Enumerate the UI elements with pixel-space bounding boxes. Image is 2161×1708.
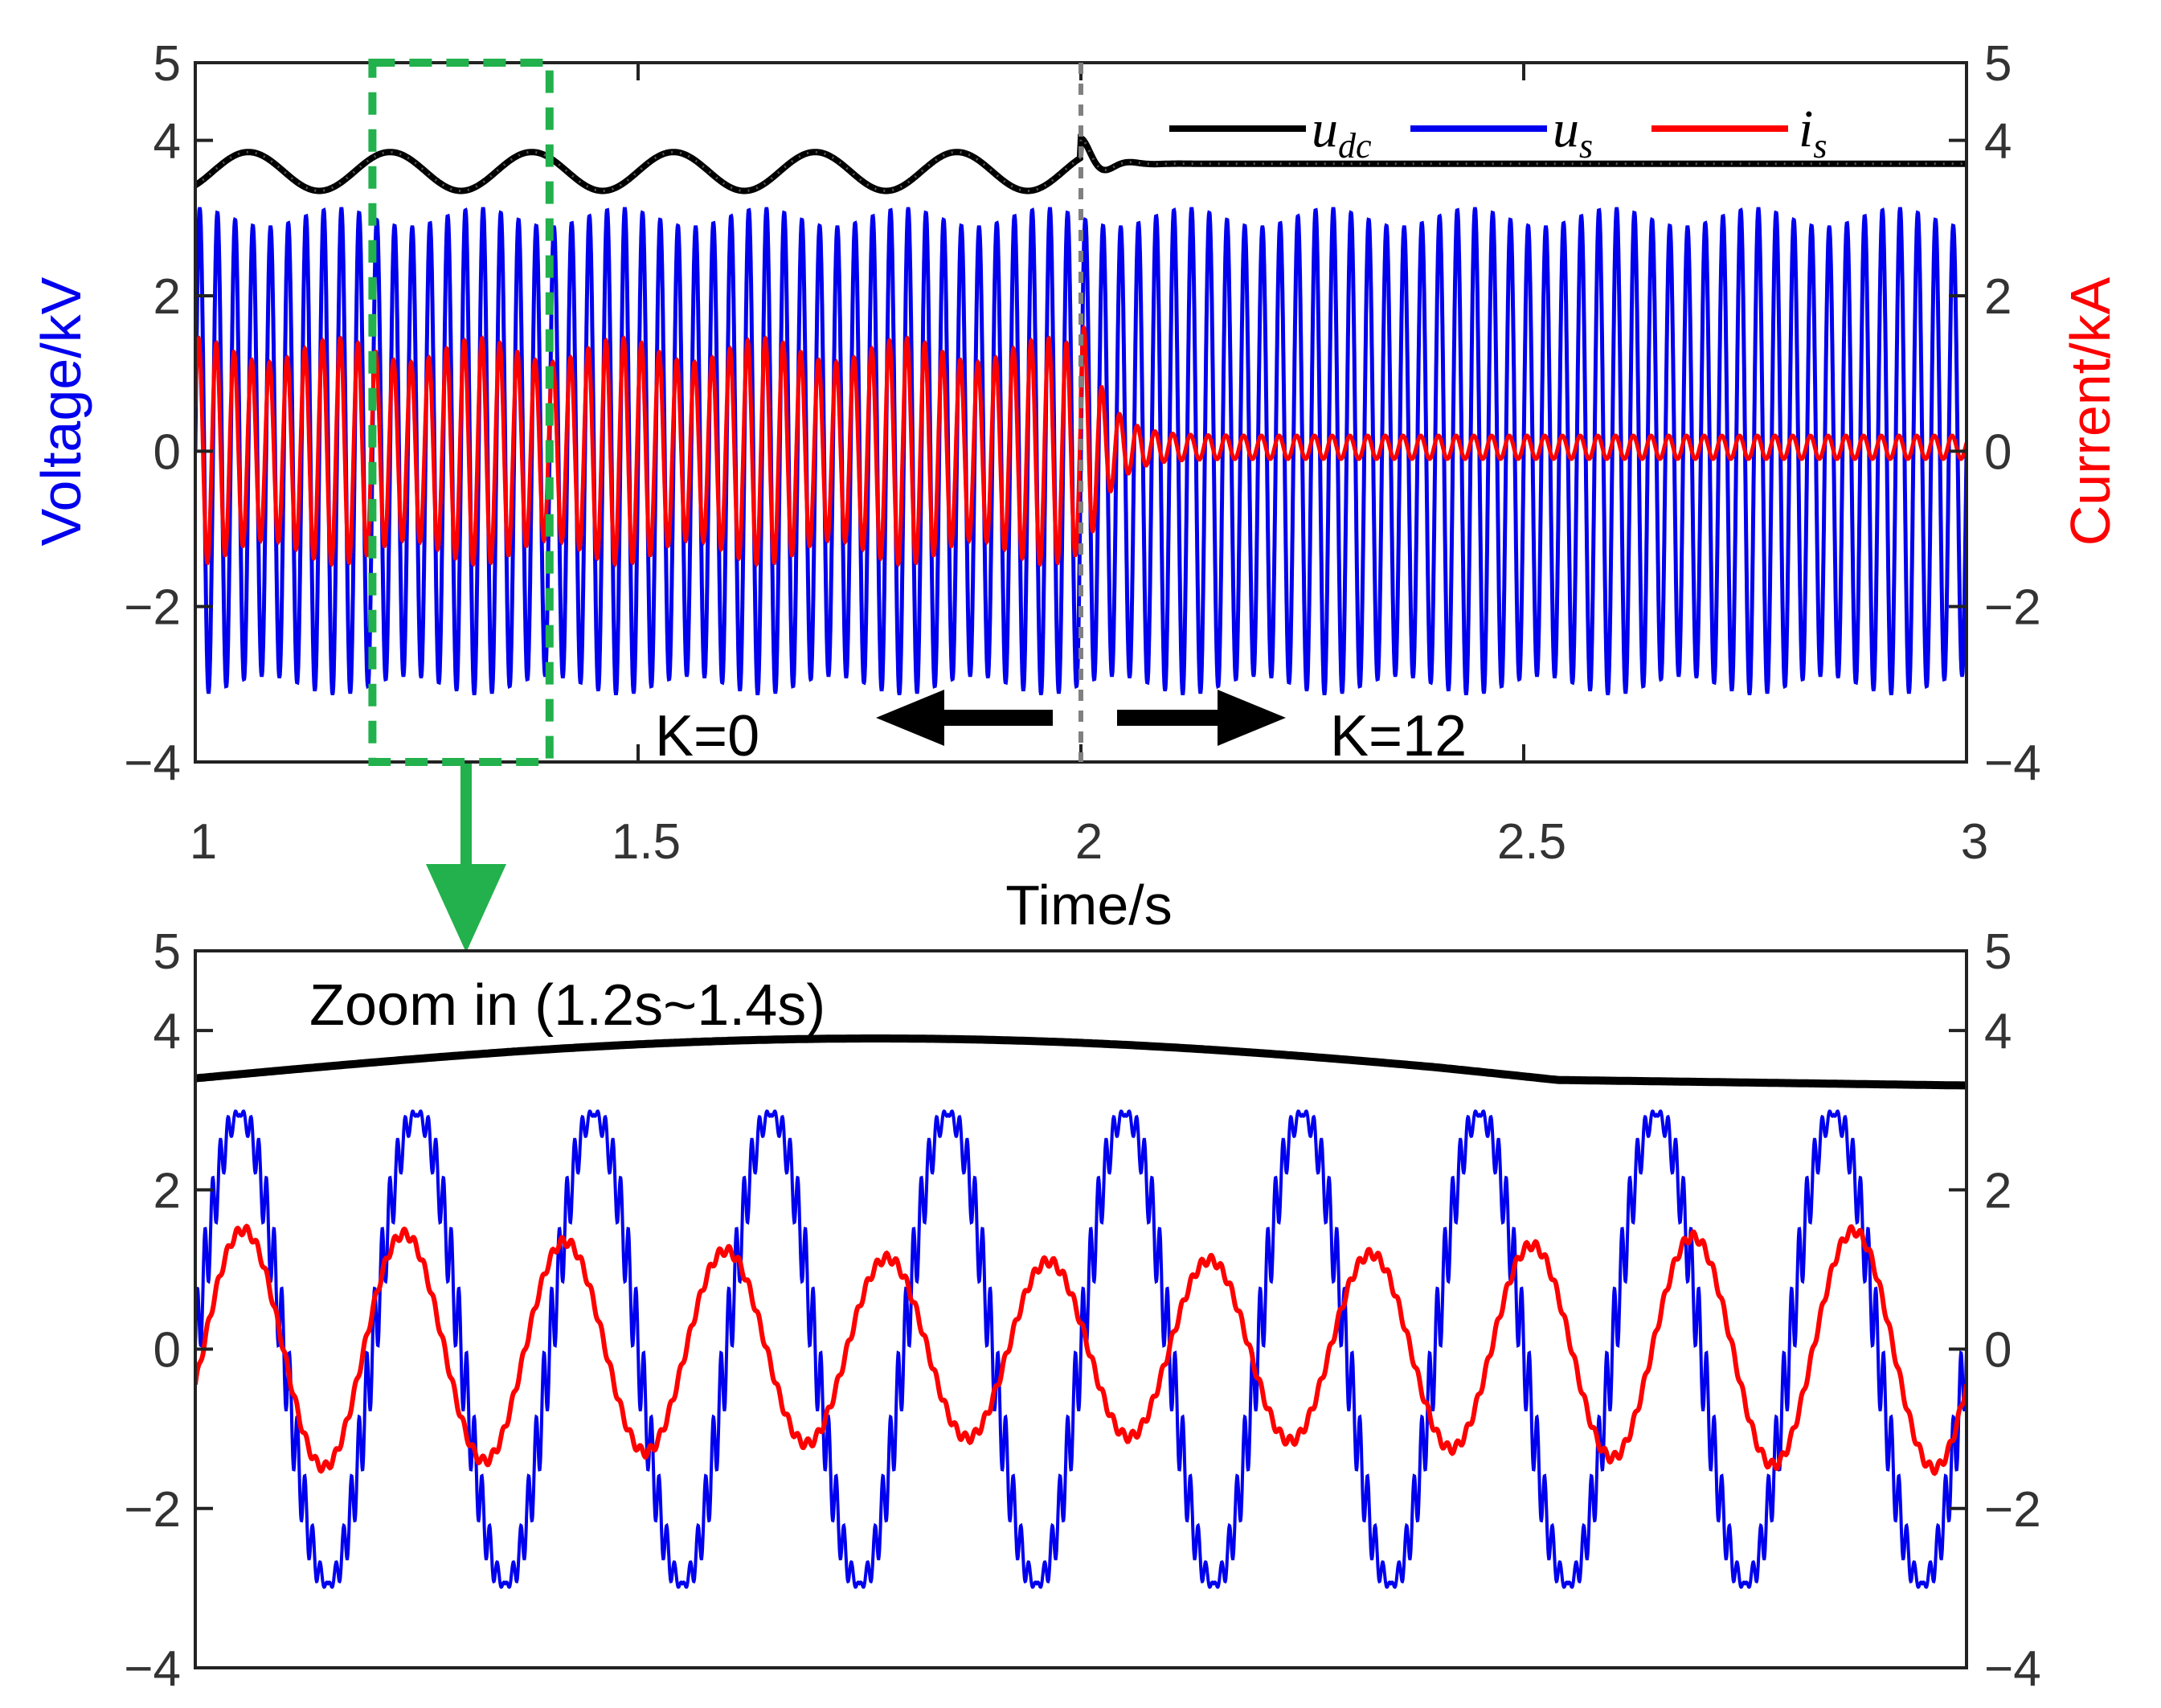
right-arrow bbox=[1117, 690, 1286, 746]
zoom-left-tick-label: 2 bbox=[153, 1163, 181, 1219]
legend: udc us is bbox=[1169, 100, 1827, 166]
top-x-tick-labels: 1 1.5 2 2.5 3 bbox=[190, 814, 1988, 870]
zoom-axes-frame bbox=[194, 949, 1968, 1669]
top-x-tick-label: 3 bbox=[1961, 814, 1988, 870]
zoom-arrow bbox=[426, 764, 506, 952]
zoom-right-tick-label: 4 bbox=[1984, 1004, 2012, 1059]
legend-us-label: us bbox=[1553, 100, 1593, 166]
left-arrow bbox=[876, 690, 1053, 746]
top-left-tick-label: 2 bbox=[153, 269, 181, 325]
top-right-tick-label: −4 bbox=[1984, 735, 2041, 791]
zoom-right-tick-label: 2 bbox=[1984, 1163, 2012, 1219]
zoom-right-tick-label: −4 bbox=[1984, 1641, 2041, 1697]
top-right-tick-label: 4 bbox=[1984, 114, 2012, 170]
top-udc-series bbox=[195, 133, 1967, 195]
zoom-plot: −4 −2 0 2 4 5 −4 −2 0 2 4 5 Zoom in (1.2s~1.4s) bbox=[124, 924, 2040, 1697]
top-left-tick-labels: −4 −2 0 2 4 5 bbox=[124, 36, 181, 791]
zoom-title: Zoom in (1.2s~1.4s) bbox=[309, 973, 825, 1038]
zoom-left-tick-label: −2 bbox=[124, 1482, 181, 1538]
zoom-left-tick-labels: −4 −2 0 2 4 5 bbox=[124, 924, 181, 1697]
zoom-left-tick-label: 5 bbox=[153, 924, 181, 980]
zoom-right-tick-label: 0 bbox=[1984, 1323, 2012, 1378]
top-right-tick-label: 0 bbox=[1984, 424, 2012, 480]
k0-annotation: K=0 bbox=[655, 704, 759, 768]
zoom-left-tick-label: 0 bbox=[153, 1323, 181, 1378]
x-axis-label-time: Time/s bbox=[1005, 874, 1172, 936]
top-right-tick-label: 2 bbox=[1984, 269, 2012, 325]
zoom-is-series bbox=[195, 1223, 1967, 1477]
zoom-udc-series bbox=[195, 1034, 1967, 1090]
zoom-right-tick-label: −2 bbox=[1984, 1482, 2041, 1538]
y-axis-label-voltage: Voltage/kV bbox=[30, 276, 92, 546]
top-plot: −4 −2 0 2 4 5 −4 −2 0 2 4 5 1 1.5 2 2.5 3 udc us is K=… bbox=[30, 36, 2122, 936]
zoom-right-tick-label: 5 bbox=[1984, 924, 2012, 980]
top-x-tick-label: 2 bbox=[1075, 814, 1103, 870]
top-ticks bbox=[194, 61, 1968, 764]
k12-annotation: K=12 bbox=[1330, 704, 1467, 768]
top-x-tick-label: 1 bbox=[190, 814, 217, 870]
legend-is-label: is bbox=[1799, 100, 1827, 166]
top-udc-markers bbox=[195, 136, 1967, 192]
top-right-tick-label: 5 bbox=[1984, 36, 2012, 92]
top-left-tick-label: 5 bbox=[153, 36, 181, 92]
top-right-tick-label: −2 bbox=[1984, 580, 2041, 636]
zoom-window-box bbox=[368, 59, 554, 766]
top-left-tick-label: 4 bbox=[153, 114, 181, 170]
zoom-left-tick-label: −4 bbox=[124, 1641, 181, 1697]
y-axis-label-current: Current/kA bbox=[2059, 276, 2122, 546]
zoom-us-series bbox=[195, 1109, 1967, 1589]
zoom-ticks bbox=[195, 949, 1967, 1669]
zoom-right-tick-labels: −4 −2 0 2 4 5 bbox=[1984, 924, 2041, 1697]
zoom-left-tick-label: 4 bbox=[153, 1004, 181, 1059]
top-x-tick-label: 2.5 bbox=[1497, 814, 1566, 870]
top-is-series bbox=[195, 324, 1967, 568]
top-left-tick-label: −2 bbox=[124, 580, 181, 636]
top-left-tick-label: 0 bbox=[153, 424, 181, 480]
top-right-tick-labels: −4 −2 0 2 4 5 bbox=[1984, 36, 2041, 791]
top-x-tick-label: 1.5 bbox=[612, 814, 681, 870]
legend-udc-label: udc bbox=[1312, 100, 1372, 166]
top-left-tick-label: −4 bbox=[124, 735, 181, 791]
